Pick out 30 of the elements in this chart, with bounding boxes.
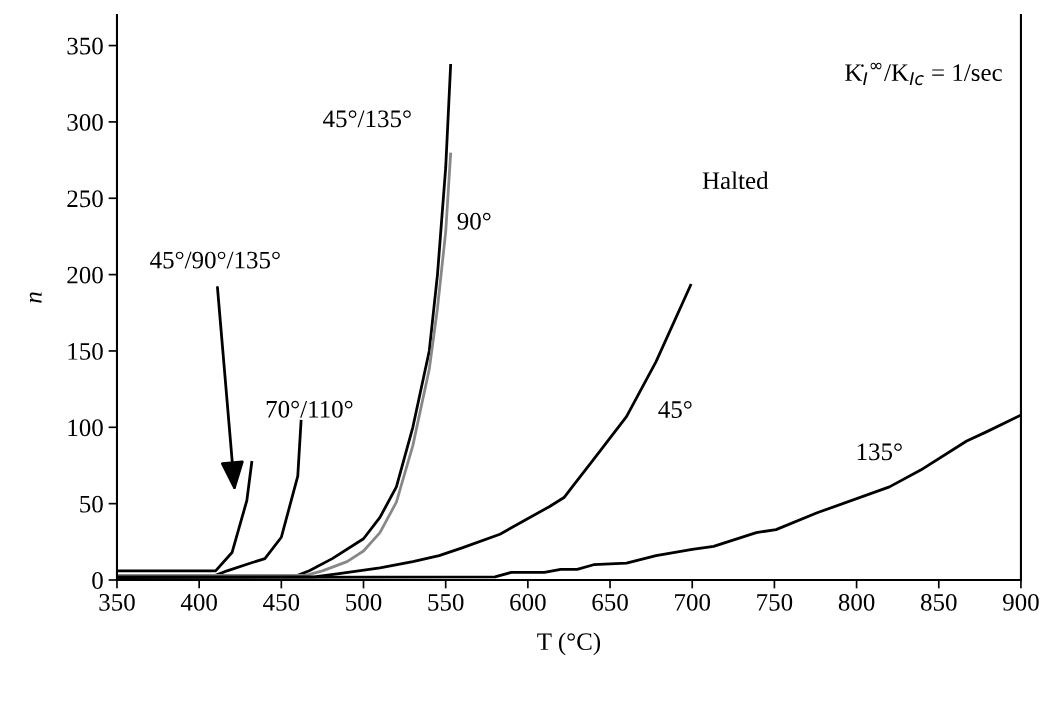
y-tick-label: 150: [68, 343, 103, 360]
x-tick-label: 850: [920, 593, 957, 611]
series-label: 90°: [457, 212, 491, 230]
series-label: 70°/110°: [266, 400, 353, 418]
y-tick-label: 250: [67, 190, 103, 208]
x-tick-label: 500: [346, 593, 382, 611]
x-tick-label: 350: [99, 593, 135, 611]
y-tick-label: 50: [80, 495, 103, 513]
x-tick-label: 650: [592, 593, 628, 611]
x-tick-label: 750: [757, 593, 793, 611]
x-tick-label: 450: [263, 593, 300, 611]
series-label: 45°: [658, 401, 692, 418]
y-tick-label: 0: [92, 572, 103, 589]
x-tick-label: 700: [675, 593, 711, 611]
y-axis-title: n: [29, 292, 42, 303]
x-axis-title: T (°C): [537, 632, 601, 656]
y-tick-label: 200: [67, 266, 103, 284]
x-tick-label: 550: [428, 593, 464, 611]
series-label: 45°/135°: [323, 110, 411, 128]
series-label: 135°: [857, 443, 902, 461]
annotation: Halted: [702, 171, 769, 190]
y-tick-label: 350: [67, 37, 103, 55]
x-tick-label: 600: [510, 593, 546, 611]
annotation: K̇$_{I}$$^{∞}$/K$_{Ic}$ = 1/sec: [845, 62, 1002, 86]
x-tick-label: 400: [180, 593, 217, 611]
y-tick-label: 300: [67, 113, 103, 131]
x-tick-label: 800: [838, 593, 875, 611]
text: 45°/90°/135°: [150, 251, 280, 269]
x-tick-label: 900: [1003, 593, 1039, 611]
y-tick-label: 100: [68, 419, 103, 437]
